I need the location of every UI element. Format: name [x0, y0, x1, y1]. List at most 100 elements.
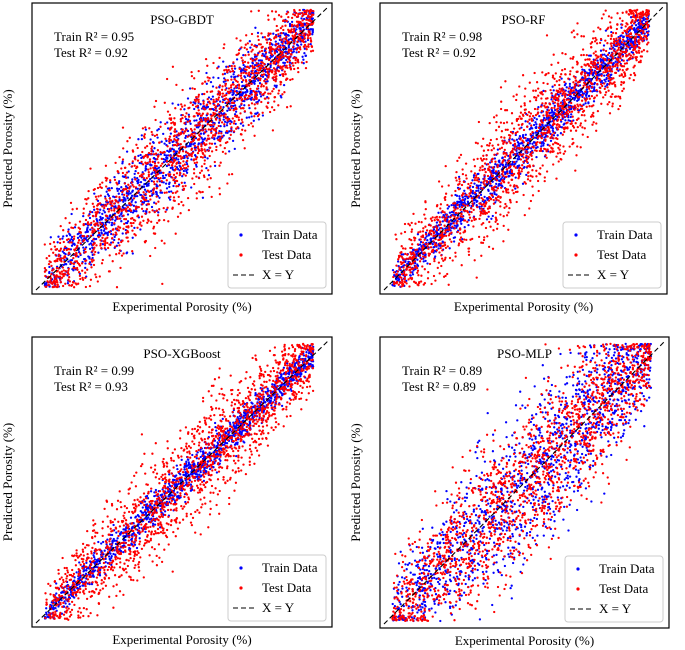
- data-point: [90, 239, 94, 243]
- data-point: [187, 145, 190, 148]
- data-point: [298, 33, 301, 36]
- data-point: [222, 118, 225, 121]
- data-point: [273, 96, 276, 99]
- data-point: [101, 181, 104, 184]
- data-point: [292, 30, 296, 33]
- data-point: [169, 147, 172, 150]
- data-point: [153, 162, 157, 165]
- data-point: [290, 16, 294, 20]
- data-point: [126, 205, 130, 209]
- data-point: [618, 17, 622, 20]
- data-point: [218, 139, 222, 143]
- data-point: [462, 180, 466, 184]
- data-point: [273, 52, 277, 55]
- data-point: [184, 117, 188, 121]
- data-point: [299, 37, 302, 40]
- data-point: [141, 150, 144, 154]
- data-point: [528, 122, 531, 125]
- data-point: [210, 124, 213, 127]
- data-point: [277, 48, 280, 52]
- data-point: [217, 132, 220, 135]
- data-point: [243, 95, 246, 98]
- data-point: [168, 140, 171, 143]
- data-point: [252, 119, 255, 122]
- data-point: [91, 214, 95, 218]
- data-point: [68, 284, 71, 287]
- data-point: [83, 247, 87, 251]
- data-point: [190, 154, 193, 158]
- data-point: [156, 221, 159, 225]
- data-point: [169, 139, 173, 142]
- data-point: [168, 170, 171, 174]
- data-point: [205, 90, 209, 93]
- data-point: [126, 197, 129, 200]
- data-point: [209, 108, 212, 111]
- data-point: [116, 189, 119, 193]
- data-point: [279, 54, 283, 57]
- data-point: [516, 158, 520, 161]
- data-point: [242, 79, 245, 82]
- data-point: [290, 53, 293, 56]
- data-point: [115, 199, 118, 202]
- data-point: [89, 167, 92, 170]
- data-point: [292, 39, 296, 43]
- data-point: [245, 34, 248, 37]
- data-point: [557, 61, 560, 64]
- data-point: [45, 257, 48, 260]
- data-point: [243, 68, 246, 71]
- data-point: [298, 8, 301, 12]
- data-point: [261, 64, 264, 68]
- data-point: [200, 143, 203, 146]
- data-point: [255, 57, 258, 60]
- data-point: [263, 97, 267, 100]
- data-point: [123, 193, 126, 197]
- data-point: [94, 273, 97, 276]
- data-point: [159, 191, 162, 194]
- data-point: [196, 104, 199, 107]
- data-point: [502, 215, 505, 218]
- data-point: [305, 18, 308, 21]
- data-point: [253, 63, 257, 67]
- data-point: [111, 237, 114, 240]
- data-point: [152, 191, 155, 194]
- data-point: [175, 135, 178, 139]
- data-point: [218, 84, 222, 87]
- data-point: [179, 118, 182, 121]
- data-point: [134, 178, 137, 181]
- data-point: [175, 185, 178, 188]
- data-point: [114, 245, 117, 248]
- data-point: [256, 65, 259, 68]
- data-point: [460, 205, 464, 209]
- data-point: [476, 199, 479, 203]
- data-point: [217, 65, 220, 68]
- data-point: [227, 87, 231, 90]
- data-point: [78, 239, 81, 242]
- data-point: [134, 158, 137, 161]
- data-point: [182, 173, 185, 176]
- data-point: [103, 242, 107, 245]
- data-point: [422, 227, 425, 230]
- train-r2-annotation: Train R² = 0.95: [54, 29, 134, 44]
- data-point: [618, 60, 621, 63]
- data-point: [553, 101, 557, 104]
- data-point: [139, 199, 143, 203]
- data-point: [419, 243, 422, 246]
- data-point: [109, 218, 112, 221]
- data-point: [274, 70, 277, 73]
- data-point: [266, 101, 270, 105]
- data-point: [166, 145, 169, 148]
- data-point: [580, 35, 583, 38]
- data-point: [100, 228, 103, 232]
- data-point: [218, 187, 221, 190]
- data-point: [63, 262, 67, 266]
- data-point: [251, 125, 255, 128]
- data-point: [206, 118, 209, 121]
- data-point: [131, 236, 134, 239]
- data-point: [206, 178, 209, 181]
- data-point: [295, 48, 298, 51]
- data-point: [207, 79, 210, 82]
- data-point: [128, 185, 131, 189]
- data-point: [68, 239, 72, 242]
- data-point: [84, 218, 88, 222]
- data-point: [117, 238, 121, 241]
